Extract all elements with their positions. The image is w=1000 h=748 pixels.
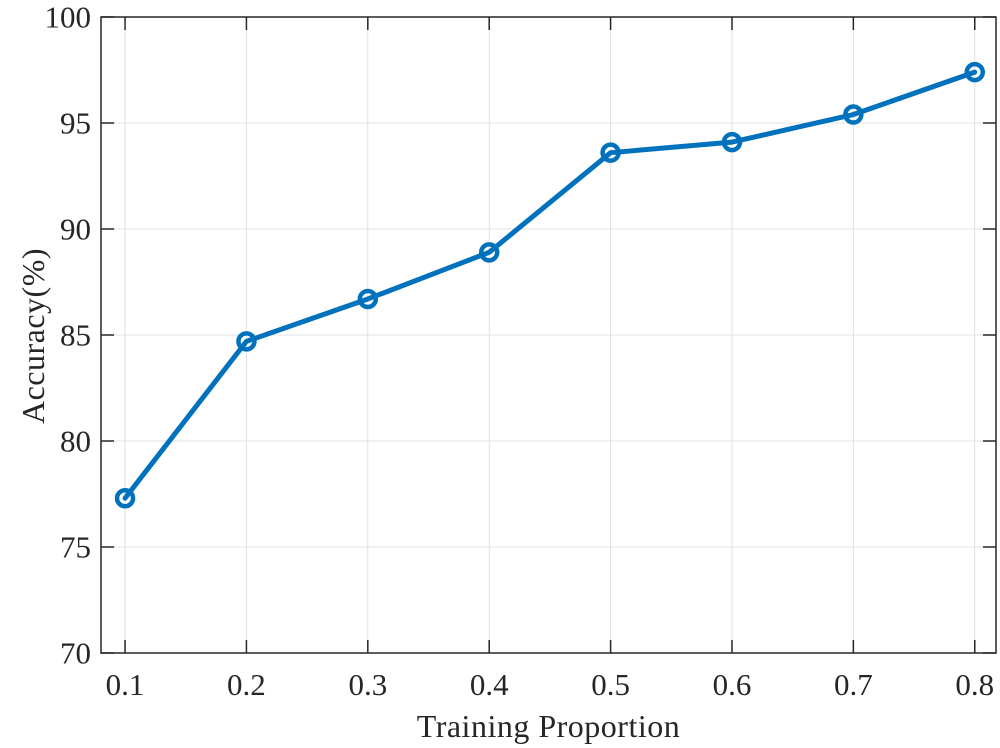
data-point-marker <box>114 487 136 509</box>
x-tick-label: 0.7 <box>834 667 873 702</box>
x-tick-label: 0.4 <box>470 667 509 702</box>
y-tick-label: 75 <box>60 530 91 565</box>
data-point-marker <box>721 131 743 153</box>
y-tick-label: 80 <box>60 424 91 459</box>
y-tick-label: 70 <box>60 636 91 671</box>
x-tick-label: 0.3 <box>348 667 387 702</box>
data-point-marker <box>600 142 621 163</box>
x-tick-label: 0.8 <box>955 667 994 702</box>
x-tick-label: 0.5 <box>591 667 630 702</box>
data-point-marker <box>236 331 257 352</box>
y-axis-label: Accuracy(%) <box>15 247 51 425</box>
data-point-marker <box>478 242 500 263</box>
y-tick-label: 100 <box>45 0 92 35</box>
x-axis-label: Training Proportion <box>416 708 681 744</box>
y-tick-label: 85 <box>60 318 91 353</box>
data-point-marker <box>357 288 379 310</box>
x-tick-label: 0.6 <box>713 667 752 702</box>
data-point-marker <box>843 104 864 125</box>
x-tick-label: 0.1 <box>106 667 145 702</box>
x-tick-label: 0.2 <box>227 667 266 702</box>
y-tick-label: 95 <box>60 106 91 141</box>
y-tick-label: 90 <box>60 212 91 247</box>
data-point-marker <box>964 61 986 83</box>
data-line <box>122 69 978 501</box>
